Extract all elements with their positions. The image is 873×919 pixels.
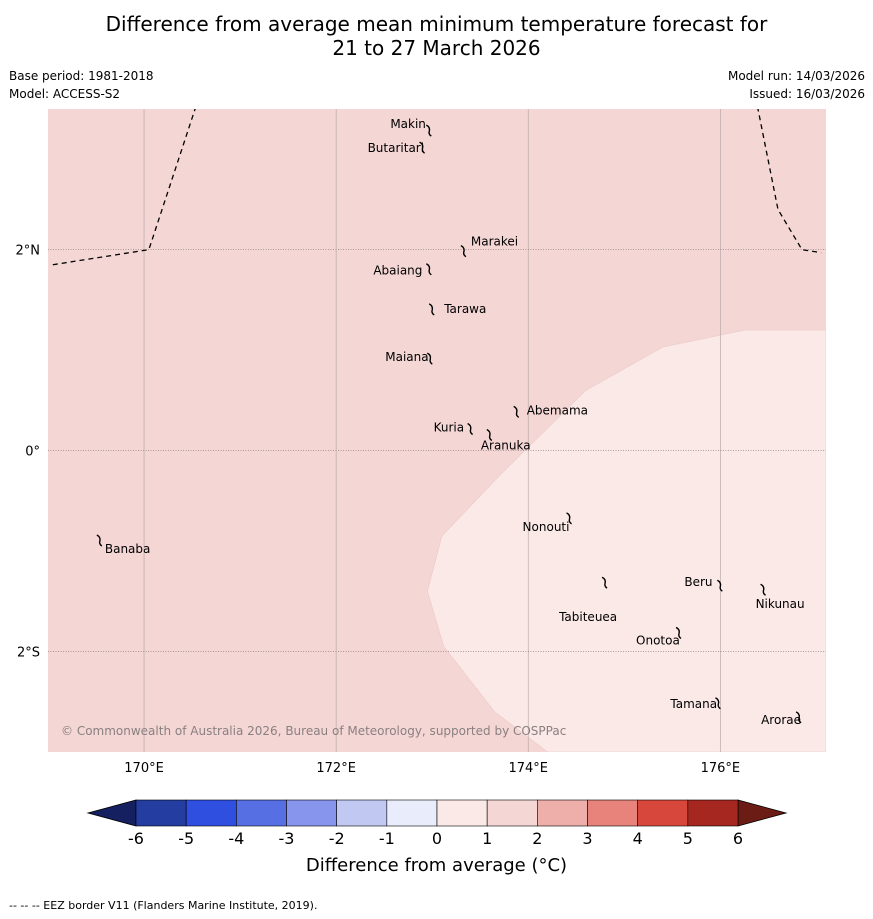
island-label: Beru: [684, 575, 712, 589]
colorbar-segment: [336, 799, 388, 827]
colorbar-segment: [135, 799, 187, 827]
eez-border-line: [757, 109, 822, 254]
colorbar: -6 -5 -4 -3 -2 -1 0 1 2 3 4 5 6: [86, 799, 788, 848]
lon-tick-label: 176°E: [701, 761, 741, 776]
colorbar-tick-label: 5: [683, 829, 693, 848]
island-outline: [425, 263, 432, 276]
island-outline: [795, 711, 802, 724]
colorbar-segment: [386, 799, 438, 827]
lon-tick-label: 170°E: [124, 761, 164, 776]
title-line-2: 21 to 27 March 2026: [332, 36, 541, 60]
island-label: Banaba: [105, 542, 151, 556]
issued-date: Issued: 16/03/2026: [749, 87, 865, 101]
island-outline: [486, 428, 493, 442]
colorbar-tick-label: 2: [532, 829, 542, 848]
meta-right: Model run: 14/03/2026 Issued: 16/03/2026: [728, 67, 865, 103]
colorbar-segment: [236, 799, 287, 827]
colorbar-segment: [587, 799, 638, 827]
colorbar-segment: [637, 799, 689, 827]
island-label: Makin: [390, 117, 426, 131]
island-outline: [601, 576, 608, 589]
map-layer: Makin Butaritari Marakei Abaiang Tarawa Maian…: [16, 109, 826, 776]
colorbar-tick-label: 0: [432, 829, 442, 848]
island-label: Onotoa: [636, 633, 680, 647]
anomaly-0-to-1-fill: [427, 329, 826, 752]
island-outline: [96, 534, 103, 547]
colorbar-extend-high: [737, 799, 788, 827]
island-label: Marakei: [471, 235, 518, 249]
island-outline: [425, 124, 432, 137]
island-label: Nonouti: [523, 520, 570, 534]
island-label: Aranuka: [481, 439, 531, 453]
lat-tick-label: 2°N: [16, 244, 41, 259]
eez-border-line: [52, 109, 196, 266]
island-label: Abemama: [527, 403, 588, 417]
colorbar-segment: [286, 799, 337, 827]
colorbar-tick-label: -4: [228, 829, 244, 848]
colorbar-tick-label: -1: [379, 829, 395, 848]
island-outline: [717, 579, 723, 592]
island-label: Arorae: [761, 713, 801, 727]
colorbar-label-text: Difference from average (°C): [305, 855, 568, 876]
island-outline: [566, 512, 572, 525]
colorbar-segment: [687, 799, 739, 827]
island-label: Nikunau: [756, 597, 805, 611]
model-run: Model run: 14/03/2026: [727, 69, 865, 83]
colorbar-segment: [436, 799, 488, 827]
colorbar-tick-label: 4: [633, 829, 643, 848]
plot-area: Makin Butaritari Marakei Abaiang Tarawa Maian…: [48, 109, 826, 752]
map-title: Difference from average mean minimum tem…: [0, 12, 873, 60]
lon-tick-label: 172°E: [316, 761, 356, 776]
island-outline: [760, 583, 766, 596]
base-period: Base period: 1981-2018: [9, 69, 154, 83]
island-label: Tabiteuea: [558, 610, 617, 624]
copyright-notice: © Commonwealth of Australia 2026, Bureau…: [61, 724, 566, 738]
colorbar-segment: [486, 799, 538, 827]
colorbar-extend-low: [86, 799, 137, 827]
colorbar-segment: [537, 799, 588, 827]
title-line-1: Difference from average mean minimum tem…: [105, 12, 768, 36]
colorbar-tick-label: -2: [329, 829, 345, 848]
colorbar-tick-label: -5: [178, 829, 194, 848]
island-outline: [715, 697, 721, 710]
lat-tick-label: 2°S: [17, 646, 40, 661]
meta-left: Base period: 1981-2018 Model: ACCESS-S2: [9, 67, 154, 103]
island-label: Abaiang: [373, 264, 422, 278]
colorbar-segment: [185, 799, 237, 827]
island-label: Butaritari: [368, 141, 425, 155]
island-outline: [426, 352, 433, 365]
colorbar-tick-label: -6: [128, 829, 144, 848]
colorbar-tick-label: 6: [733, 829, 743, 848]
colorbar-label: Difference from average (°C): [0, 855, 873, 876]
island-outline: [460, 245, 467, 258]
island-label: Tamana: [669, 697, 717, 711]
colorbar-tick-label: 1: [482, 829, 492, 848]
island-label: Tarawa: [443, 302, 486, 316]
island-label: Kuria: [434, 420, 465, 434]
island-outline: [428, 303, 435, 316]
lat-tick-label: 0°: [25, 445, 40, 460]
island-label: Maiana: [385, 350, 428, 364]
colorbar-tick-label: 3: [582, 829, 592, 848]
island-outline: [419, 141, 426, 154]
eez-footnote: -- -- -- EEZ border V11 (Flanders Marine…: [9, 899, 318, 912]
model-name: Model: ACCESS-S2: [9, 87, 121, 101]
island-outline: [513, 405, 520, 418]
lon-tick-label: 174°E: [508, 761, 548, 776]
colorbar-tick-label: -3: [279, 829, 295, 848]
island-outline: [467, 422, 474, 436]
island-outline: [675, 626, 682, 640]
